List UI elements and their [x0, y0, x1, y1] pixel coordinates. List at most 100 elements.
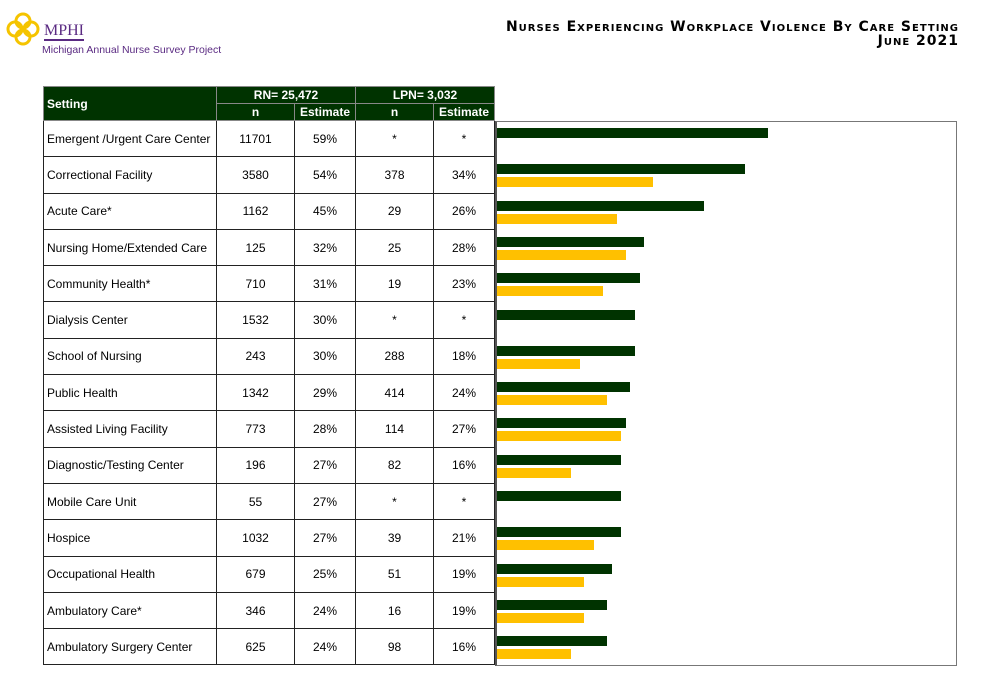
- rn-bar: [497, 599, 608, 610]
- setting-cell: Correctional Facility: [43, 156, 217, 194]
- table-row: Ambulatory Care* 346 24% 16 19%: [43, 591, 495, 630]
- rn-estimate-cell: 27%: [294, 482, 356, 521]
- setting-cell: Dialysis Center: [43, 301, 217, 339]
- setting-cell: Acute Care*: [43, 192, 217, 230]
- title-text: Nurses Experiencing Workplace Violence B…: [505, 19, 959, 35]
- setting-header: Setting: [43, 86, 217, 121]
- lpn-bar: [497, 286, 603, 297]
- lpn-n-cell: 82: [355, 446, 434, 484]
- rn-n-cell: 1162: [216, 192, 295, 230]
- rn-estimate-header: Estimate: [294, 103, 356, 121]
- brand-name: MPHI: [44, 22, 85, 41]
- rn-estimate-cell: 59%: [294, 119, 356, 158]
- rn-bar: [497, 200, 704, 211]
- setting-cell: Community Health*: [43, 265, 217, 303]
- setting-cell: Ambulatory Surgery Center: [43, 628, 217, 666]
- setting-cell: Emergent /Urgent Care Center: [43, 119, 217, 158]
- table-row: Assisted Living Facility 773 28% 114 27%: [43, 410, 495, 448]
- lpn-n-cell: 25: [355, 228, 434, 267]
- rn-n-cell: 679: [216, 555, 295, 593]
- setting-cell: Public Health: [43, 374, 217, 412]
- lpn-estimate-header: Estimate: [433, 103, 495, 121]
- table-row: Mobile Care Unit 55 27% * *: [43, 482, 495, 521]
- lpn-estimate-cell: *: [433, 482, 495, 521]
- lpn-n-cell: 414: [355, 374, 434, 412]
- rn-estimate-cell: 27%: [294, 519, 356, 557]
- lpn-bar: [497, 213, 617, 224]
- setting-cell: Mobile Care Unit: [43, 482, 217, 521]
- lpn-header: LPN= 3,032: [355, 86, 495, 104]
- rn-estimate-cell: 54%: [294, 156, 356, 194]
- rn-bar: [497, 491, 622, 501]
- table-row: Occupational Health 679 25% 51 19%: [43, 555, 495, 593]
- rn-estimate-cell: 31%: [294, 265, 356, 303]
- lpn-estimate-cell: 26%: [433, 192, 495, 230]
- rn-n-cell: 11701: [216, 119, 295, 158]
- rn-n-cell: 1342: [216, 374, 295, 412]
- lpn-estimate-cell: 23%: [433, 265, 495, 303]
- table-row: Community Health* 710 31% 19 23%: [43, 265, 495, 303]
- rn-bar: [497, 418, 626, 429]
- lpn-n-cell: 288: [355, 337, 434, 376]
- lpn-bar: [497, 395, 608, 406]
- rn-bar: [497, 563, 612, 574]
- lpn-bar: [497, 576, 585, 587]
- bar-chart: [495, 121, 957, 666]
- lpn-bar: [497, 358, 580, 369]
- rn-n-cell: 773: [216, 410, 295, 448]
- brand-subtitle: Michigan Annual Nurse Survey Project: [42, 44, 222, 56]
- rn-estimate-cell: 45%: [294, 192, 356, 230]
- table-row: Public Health 1342 29% 414 24%: [43, 374, 495, 412]
- table-row: Correctional Facility 3580 54% 378 34%: [43, 156, 495, 194]
- lpn-bar: [497, 467, 571, 478]
- rn-bar: [497, 309, 635, 320]
- rn-estimate-cell: 25%: [294, 555, 356, 593]
- lpn-n-cell: 19: [355, 265, 434, 303]
- table-row: Ambulatory Surgery Center 625 24% 98 16%: [43, 628, 495, 666]
- lpn-n-cell: *: [355, 119, 434, 158]
- rn-estimate-cell: 24%: [294, 628, 356, 666]
- rn-n-header: n: [216, 103, 295, 121]
- rn-estimate-cell: 30%: [294, 301, 356, 339]
- setting-cell: School of Nursing: [43, 337, 217, 376]
- rn-bar: [497, 636, 608, 647]
- rn-n-cell: 625: [216, 628, 295, 666]
- chart-title: Nurses Experiencing Workplace Violence B…: [506, 20, 959, 48]
- lpn-n-cell: 29: [355, 192, 434, 230]
- rn-bar: [497, 273, 640, 284]
- rn-n-cell: 3580: [216, 156, 295, 194]
- title-date: June 2021: [877, 33, 959, 49]
- lpn-n-header: n: [355, 103, 434, 121]
- rn-header: RN= 25,472: [216, 86, 356, 104]
- lpn-estimate-cell: 24%: [433, 374, 495, 412]
- setting-cell: Assisted Living Facility: [43, 410, 217, 448]
- rn-bar: [497, 164, 746, 175]
- lpn-n-cell: 39: [355, 519, 434, 557]
- rn-bar: [497, 128, 769, 138]
- rn-bar: [497, 236, 645, 247]
- lpn-estimate-cell: 34%: [433, 156, 495, 194]
- rn-bar: [497, 345, 635, 356]
- lpn-bar: [497, 249, 626, 260]
- rn-estimate-cell: 24%: [294, 591, 356, 630]
- lpn-estimate-cell: 21%: [433, 519, 495, 557]
- rn-n-cell: 346: [216, 591, 295, 630]
- lpn-estimate-cell: 19%: [433, 555, 495, 593]
- lpn-n-cell: 51: [355, 555, 434, 593]
- rn-n-cell: 243: [216, 337, 295, 376]
- mphi-logo: MPHI Michigan Annual Nurse Survey Projec…: [6, 12, 226, 56]
- rn-bar: [497, 454, 622, 465]
- table-row: Hospice 1032 27% 39 21%: [43, 519, 495, 557]
- lpn-n-cell: *: [355, 301, 434, 339]
- lpn-bar: [497, 612, 585, 623]
- setting-cell: Hospice: [43, 519, 217, 557]
- lpn-estimate-cell: 27%: [433, 410, 495, 448]
- table-row: Dialysis Center 1532 30% * *: [43, 301, 495, 339]
- table-row: School of Nursing 243 30% 288 18%: [43, 337, 495, 376]
- table-row: Acute Care* 1162 45% 29 26%: [43, 192, 495, 230]
- table-row: Nursing Home/Extended Care 125 32% 25 28%: [43, 228, 495, 267]
- rn-n-cell: 55: [216, 482, 295, 521]
- rn-n-cell: 1032: [216, 519, 295, 557]
- lpn-bar: [497, 540, 594, 551]
- rn-estimate-cell: 32%: [294, 228, 356, 267]
